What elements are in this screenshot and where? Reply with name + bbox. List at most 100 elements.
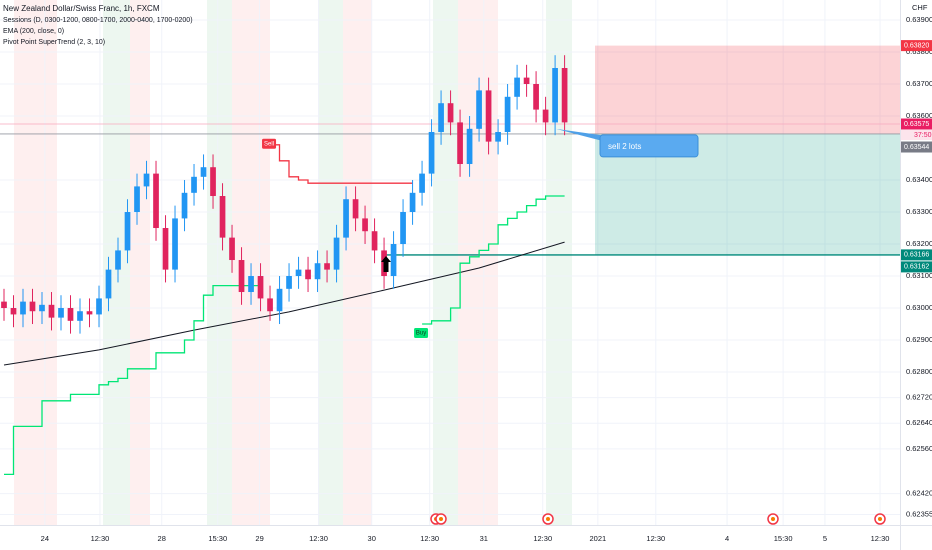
session-band xyxy=(458,0,498,525)
candle-body xyxy=(305,269,311,280)
price-tag xyxy=(901,118,932,130)
price-tag xyxy=(901,40,932,52)
candle-body xyxy=(419,173,425,193)
y-tick-label: 0.63000 xyxy=(906,303,932,312)
x-tick-label: 15:30 xyxy=(208,534,227,543)
y-tick-label: 0.62355 xyxy=(906,509,932,518)
candle-body xyxy=(561,68,568,123)
candle-body xyxy=(20,301,26,315)
y-tick-label: 0.63100 xyxy=(906,271,932,280)
y-tick-label: 0.63700 xyxy=(906,79,932,88)
x-tick-label: 30 xyxy=(368,534,376,543)
axes: 0.63900 0.63800 0.63700 0.63600 0.63400 0.633… xyxy=(41,15,932,543)
signal-box xyxy=(414,328,429,339)
price-tag-label: 0.63820 xyxy=(904,42,929,49)
y-tick-label: 0.63800 xyxy=(906,47,932,56)
signal: Sell xyxy=(262,138,277,149)
note-pointer xyxy=(556,128,606,142)
candle-body xyxy=(181,192,188,219)
signal-label: Sell xyxy=(264,141,274,147)
note-text: sell 2 lots xyxy=(608,142,641,151)
candle-body xyxy=(248,276,254,293)
candle-body xyxy=(39,304,45,312)
candle-body xyxy=(428,132,435,174)
candle-body xyxy=(504,96,511,133)
x-tick-label: 12:30 xyxy=(420,534,439,543)
candle-body xyxy=(523,77,530,85)
candle-body xyxy=(514,77,520,97)
candle-body xyxy=(257,276,264,299)
price-tag-label: 0.63166 xyxy=(904,252,929,259)
candle-body xyxy=(276,288,283,312)
legend-entry: Pivot Point SuperTrend (2, 3, 10) xyxy=(3,39,105,46)
chart-title: New Zealand Dollar/Swiss Franc, 1h, FXCM xyxy=(3,4,160,13)
x-tick-label: 12:30 xyxy=(309,534,328,543)
candle-body xyxy=(29,301,36,312)
ema-line xyxy=(3,241,565,366)
session-band xyxy=(433,0,458,525)
grid xyxy=(0,0,900,525)
x-tick-label: 12:30 xyxy=(871,534,890,543)
countdown-tag xyxy=(901,130,932,141)
candle-body xyxy=(362,218,368,232)
price-tag xyxy=(901,249,932,261)
x-tick-label: 28 xyxy=(158,534,166,543)
x-tick-label: 31 xyxy=(480,534,488,543)
supertrend-line xyxy=(270,144,413,184)
candle-body xyxy=(10,308,17,315)
candle-body xyxy=(115,250,121,270)
candle-body xyxy=(286,276,292,289)
y-tick-label: 0.62560 xyxy=(906,444,932,453)
x-tick-label: 4 xyxy=(725,534,729,543)
candle-body xyxy=(124,212,131,251)
session-band xyxy=(343,0,372,525)
candle-body xyxy=(77,311,83,321)
candle-body xyxy=(238,260,245,293)
legend-entry: Sessions (D, 0300-1200, 0800-1700, 2000-… xyxy=(3,17,193,24)
y-tick-label: 0.63200 xyxy=(906,239,932,248)
candle-body xyxy=(86,311,93,315)
candle-body xyxy=(172,218,178,270)
candle-body xyxy=(447,103,454,123)
signal-label: Buy xyxy=(416,331,426,337)
price-tag-label: 0.63544 xyxy=(904,144,929,151)
session-band xyxy=(232,0,270,525)
candle-body xyxy=(219,196,226,238)
price-tag xyxy=(901,261,932,273)
candle-body xyxy=(314,263,321,280)
event-icon-dot xyxy=(546,517,550,521)
candle-body xyxy=(533,84,539,110)
candle-body xyxy=(134,186,140,213)
plot: Sell Buy sell 2 lots xyxy=(0,45,900,525)
y-tick-label: 0.62420 xyxy=(906,489,932,498)
candle-body xyxy=(200,167,207,177)
session-band xyxy=(130,0,150,525)
candle-body xyxy=(400,212,406,245)
x-tick-label: 12:30 xyxy=(91,534,110,543)
candle-body xyxy=(495,132,501,142)
session-band xyxy=(546,0,572,525)
candle-body xyxy=(466,128,473,165)
candle-body xyxy=(210,167,216,197)
candle-body xyxy=(371,231,378,251)
session-band xyxy=(14,0,57,525)
candle-body xyxy=(343,199,349,238)
price-tag-label: 0.63162 xyxy=(904,264,929,271)
y-tick-label: 0.62800 xyxy=(906,367,932,376)
candle-body xyxy=(143,173,150,187)
candle-body xyxy=(67,308,74,321)
event-icon-dot xyxy=(878,517,882,521)
supertrend-line xyxy=(4,195,565,476)
x-tick-label: 12:30 xyxy=(646,534,665,543)
y-tick-label: 0.63600 xyxy=(906,111,932,120)
currency: CHF xyxy=(912,3,928,12)
x-tick-label: 12:30 xyxy=(533,534,552,543)
candle-body xyxy=(153,173,159,229)
x-tick-label: 15:30 xyxy=(774,534,793,543)
candle-body xyxy=(457,122,463,165)
note-box xyxy=(599,134,699,158)
price-tag xyxy=(901,141,932,153)
candle-body xyxy=(229,237,235,261)
candle-body xyxy=(485,90,492,142)
candle-body xyxy=(295,269,302,277)
